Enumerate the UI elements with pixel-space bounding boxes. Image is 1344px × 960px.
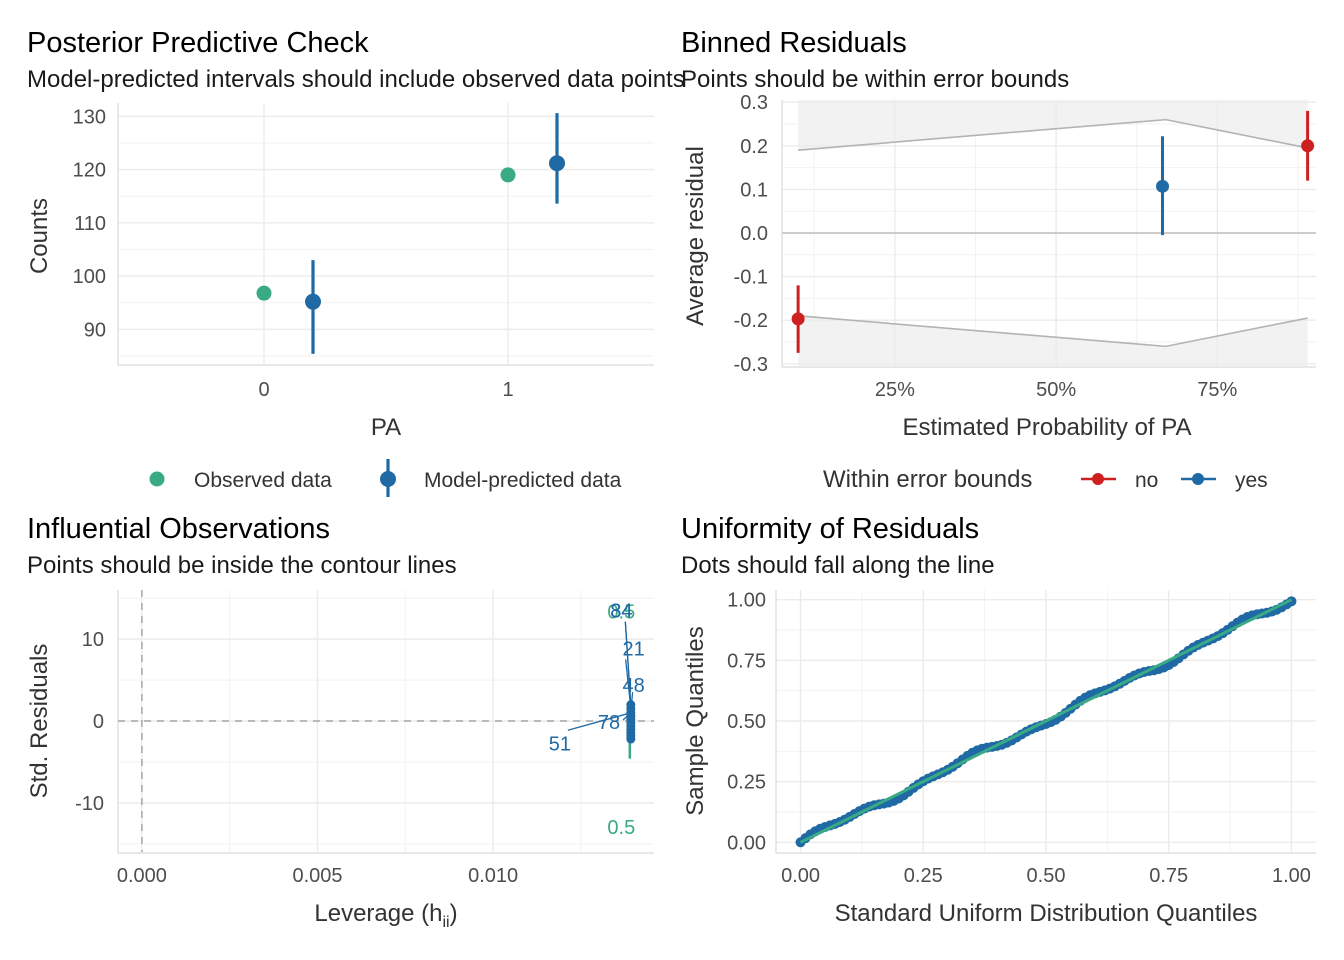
- ppc-y-tick-label: 110: [74, 213, 106, 235]
- influence-x-tick-label: 0.010: [468, 865, 518, 887]
- ppc-y-tick-label: 130: [73, 106, 106, 128]
- qq-x-tick-label: 0.75: [1149, 865, 1188, 887]
- ppc-title: Posterior Predictive Check: [27, 27, 369, 59]
- influence-y-tick-label: 10: [82, 629, 104, 651]
- ppc-predicted-point: [305, 293, 321, 310]
- qq-panel: 0.00 0.25 0.50 0.75 1.00 0.00 0.25 0.50 0.75 1.00…: [681, 513, 1316, 927]
- binned-y-tick-label: -0.1: [734, 267, 768, 289]
- ppc-predicted-point: [549, 155, 565, 172]
- ppc-legend-predicted-key-point: [380, 471, 396, 487]
- binned-point: [1156, 179, 1170, 193]
- binned-x-tick-label: 25%: [875, 379, 915, 401]
- influence-x-axis-label-subscript: ii: [442, 914, 449, 931]
- qq-y-tick-label: 0.50: [727, 711, 766, 733]
- binned-upper-shade: [798, 100, 1308, 151]
- binned-legend-yes-key-point: [1192, 473, 1204, 485]
- binned-legend-title: Within error bounds: [823, 466, 1032, 493]
- qq-x-tick-label: 0.25: [904, 865, 943, 887]
- ppc-panel: 90 100 110 120 130 0 1 Posterior Predictive Che…: [26, 27, 685, 497]
- influence-point-label: 51: [549, 733, 571, 755]
- binned-y-tick-label: 0.0: [740, 223, 768, 245]
- influence-label-leader: [567, 712, 631, 731]
- qq-subtitle: Dots should fall along the line: [681, 552, 995, 579]
- influence-x-axis-label-end: ): [450, 900, 458, 927]
- binned-y-axis-label: Average residual: [682, 146, 709, 326]
- binned-legend-yes-label: yes: [1235, 469, 1268, 492]
- influence-point-label: 34: [610, 601, 632, 623]
- ppc-y-axis-label: Counts: [26, 198, 53, 274]
- ppc-legend-predicted-label: Model-predicted data: [424, 469, 622, 492]
- influence-title: Influential Observations: [27, 513, 330, 545]
- binned-y-tick-label: 0.2: [740, 136, 768, 158]
- influence-x-axis-label-main: Leverage (h: [314, 900, 442, 927]
- binned-y-tick-label: -0.3: [734, 354, 768, 376]
- binned-y-tick-label: 0.3: [740, 92, 768, 114]
- qq-y-tick-label: 0.00: [727, 832, 766, 854]
- influence-y-tick-label: 0: [93, 711, 104, 733]
- ppc-y-tick-label: 100: [73, 266, 106, 288]
- influence-y-axis-label: Std. Residuals: [26, 644, 53, 799]
- binned-x-tick-label: 75%: [1197, 379, 1237, 401]
- ppc-subtitle: Model-predicted intervals should include…: [27, 66, 685, 93]
- influence-point-label: 84: [610, 601, 632, 623]
- ppc-observed-point: [256, 285, 272, 301]
- qq-y-axis-label: Sample Quantiles: [682, 626, 709, 815]
- influence-x-tick-label: 0.005: [292, 865, 342, 887]
- influence-contour-label: 0.5: [607, 817, 635, 839]
- influence-point-label: 48: [623, 675, 645, 697]
- influence-contour-label: 0.5: [607, 601, 635, 623]
- binned-upper-bound: [798, 118, 1308, 151]
- binned-legend-no-key-point: [1092, 473, 1104, 485]
- qq-x-axis-label: Standard Uniform Distribution Quantiles: [835, 900, 1258, 927]
- ppc-legend-observed-label: Observed data: [194, 469, 332, 492]
- influence-x-axis-label: Leverage (hii): [314, 900, 457, 931]
- binned-point: [1301, 139, 1315, 153]
- binned-panel: -0.3 -0.2 -0.1 0.0 0.1 0.2 0.3 25% 50% 75% Binned …: [681, 27, 1316, 493]
- ppc-x-tick-label: 1: [502, 379, 513, 401]
- qq-y-tick-label: 0.75: [727, 650, 766, 672]
- binned-lower-shade: [798, 315, 1308, 366]
- binned-y-tick-label: -0.2: [734, 310, 768, 332]
- influence-point-label: 21: [623, 638, 645, 660]
- qq-x-tick-label: 0.00: [781, 865, 820, 887]
- binned-x-axis-label: Estimated Probability of PA: [902, 414, 1191, 441]
- ppc-x-axis-label: PA: [371, 414, 401, 441]
- binned-x-tick-label: 50%: [1036, 379, 1076, 401]
- influence-x-tick-label: 0.000: [117, 865, 167, 887]
- influence-point: [626, 734, 636, 744]
- qq-x-tick-label: 0.50: [1027, 865, 1066, 887]
- binned-point: [791, 312, 805, 326]
- binned-title: Binned Residuals: [681, 27, 907, 59]
- ppc-observed-point: [500, 167, 516, 183]
- influence-point-label: 78: [598, 712, 620, 734]
- qq-x-tick-label: 1.00: [1272, 865, 1311, 887]
- qq-y-tick-label: 0.25: [727, 772, 766, 794]
- ppc-y-tick-label: 120: [73, 160, 106, 182]
- influence-label-leader: [624, 659, 632, 708]
- influence-label-leader: [624, 621, 632, 707]
- qq-reference-line: [799, 598, 1293, 844]
- binned-subtitle: Points should be within error bounds: [681, 66, 1069, 93]
- ppc-y-tick-label: 90: [84, 319, 106, 341]
- binned-legend-no-label: no: [1135, 469, 1158, 492]
- ppc-legend-observed-key: [149, 471, 165, 487]
- qq-title: Uniformity of Residuals: [681, 513, 979, 545]
- binned-lower-bound: [798, 315, 1308, 348]
- ppc-x-tick-label: 0: [258, 379, 269, 401]
- binned-y-tick-label: 0.1: [740, 179, 768, 201]
- influence-y-tick-label: -10: [75, 793, 104, 815]
- qq-y-tick-label: 1.00: [727, 590, 766, 612]
- influence-subtitle: Points should be inside the contour line…: [27, 552, 457, 579]
